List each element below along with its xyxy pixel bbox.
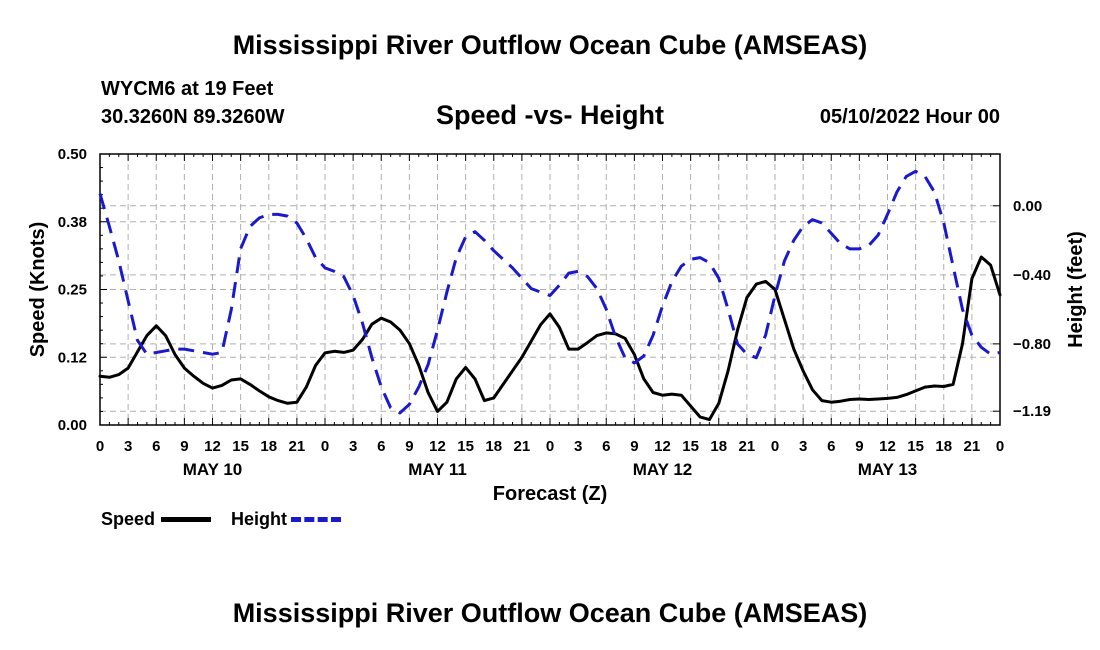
x-tick-label: 0 <box>546 438 554 455</box>
x-day-label: MAY 10 <box>183 460 243 479</box>
y-right-tick-label: −0.40 <box>1013 267 1051 284</box>
x-tick-label: 15 <box>457 438 474 455</box>
x-tick-label: 3 <box>349 438 357 455</box>
y-right-tick-label: −1.19 <box>1013 403 1051 420</box>
x-tick-label: 15 <box>682 438 699 455</box>
y-left-tick-label: 0.38 <box>58 214 87 231</box>
x-tick-label: 18 <box>935 438 952 455</box>
x-day-label: MAY 13 <box>858 460 918 479</box>
y-axis-label-right: Height (feet) <box>1065 231 1087 348</box>
legend-speed-label: Speed <box>101 509 156 529</box>
y-right-tick-label: 0.00 <box>1013 198 1042 215</box>
x-tick-label: 18 <box>260 438 277 455</box>
legend-speed-swatch <box>161 517 211 522</box>
x-tick-label: 9 <box>630 438 638 455</box>
x-tick-label: 12 <box>429 438 446 455</box>
x-tick-label: 18 <box>485 438 502 455</box>
x-tick-label: 9 <box>180 438 188 455</box>
y-left-tick-label: 0.00 <box>58 417 87 434</box>
x-tick-label: 15 <box>907 438 924 455</box>
x-tick-label: 6 <box>377 438 385 455</box>
y-left-tick-label: 0.50 <box>58 146 87 163</box>
y-right-tick-label: −0.80 <box>1013 336 1051 353</box>
station-label: WYCM6 at 19 Feet <box>101 78 274 100</box>
x-tick-label: 9 <box>855 438 863 455</box>
x-tick-label: 21 <box>964 438 981 455</box>
x-tick-label: 18 <box>710 438 727 455</box>
y-left-tick-label: 0.25 <box>58 282 87 299</box>
x-tick-label: 6 <box>827 438 835 455</box>
x-tick-label: 12 <box>879 438 896 455</box>
chart-title-top: Mississippi River Outflow Ocean Cube (AM… <box>232 30 868 60</box>
x-tick-label: 3 <box>124 438 132 455</box>
chart-title-bottom: Mississippi River Outflow Ocean Cube (AM… <box>232 598 868 628</box>
x-tick-label: 21 <box>739 438 756 455</box>
coords-label: 30.3260N 89.3260W <box>101 106 285 128</box>
x-tick-label: 15 <box>232 438 249 455</box>
legend-height-label: Height <box>231 509 287 529</box>
y-left-tick-label: 0.12 <box>58 349 87 366</box>
y-axis-label-left: Speed (Knots) <box>27 222 49 358</box>
height-series-line <box>98 169 1001 415</box>
x-tick-label: 0 <box>321 438 329 455</box>
date-label: 05/10/2022 Hour 00 <box>819 106 1000 128</box>
x-tick-label: 3 <box>799 438 807 455</box>
x-day-label: MAY 12 <box>633 460 693 479</box>
x-tick-label: 0 <box>771 438 779 455</box>
x-tick-label: 21 <box>289 438 306 455</box>
x-tick-label: 6 <box>152 438 160 455</box>
x-tick-label: 12 <box>204 438 221 455</box>
x-day-label: MAY 11 <box>408 460 467 479</box>
x-tick-label: 0 <box>996 438 1004 455</box>
x-tick-label: 6 <box>602 438 610 455</box>
x-tick-label: 21 <box>514 438 531 455</box>
x-tick-label: 12 <box>654 438 671 455</box>
x-tick-label: 9 <box>405 438 413 455</box>
legend-height-swatch <box>291 517 341 522</box>
chart-subtitle: Speed -vs- Height <box>435 100 665 130</box>
x-axis-label: Forecast (Z) <box>493 483 607 505</box>
speed-series-line <box>98 255 1002 422</box>
x-tick-label: 3 <box>574 438 582 455</box>
x-tick-label: 0 <box>96 438 104 455</box>
